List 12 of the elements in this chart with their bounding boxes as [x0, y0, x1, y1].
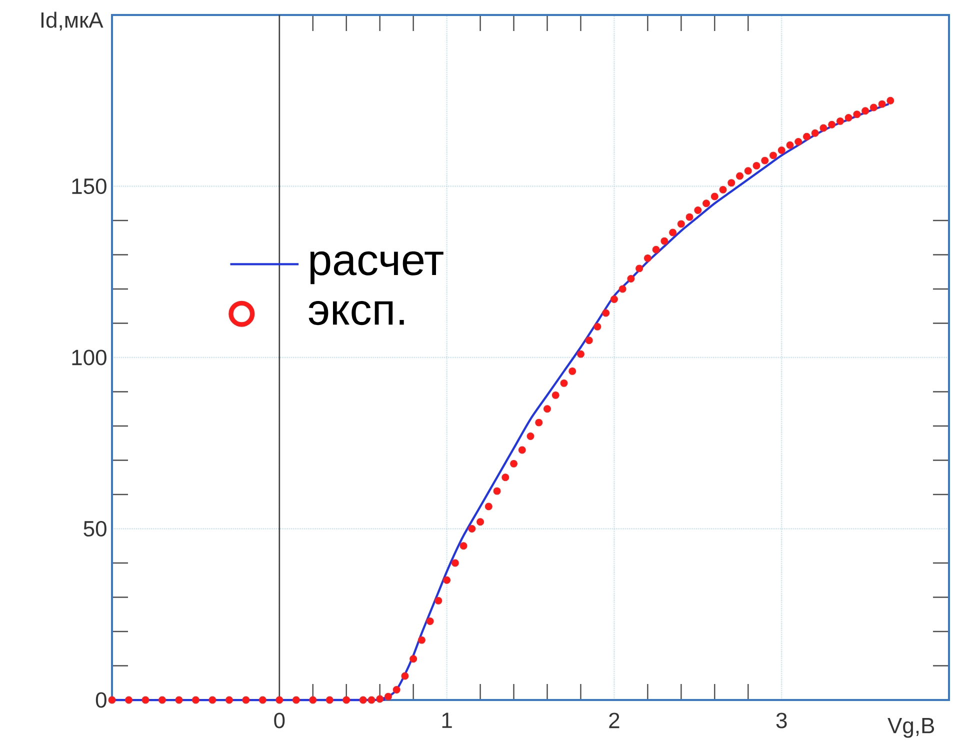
y-tick-label: 100 [72, 350, 106, 366]
y-axis-title: Id,мкА [41, 12, 104, 30]
legend-label: расчет [310, 251, 444, 284]
y-tick-label: 150 [72, 178, 106, 194]
x-tick-label: 3 [776, 712, 787, 728]
x-tick-label: 1 [442, 712, 452, 728]
legend-label: эксп. [308, 301, 404, 326]
y-tick-label: 0 [96, 692, 106, 708]
x-tick-label: 0 [274, 712, 285, 728]
x-axis-title: Vg,В [888, 718, 934, 738]
y-tick-label: 50 [84, 520, 106, 537]
x-tick-label: 2 [609, 712, 620, 728]
